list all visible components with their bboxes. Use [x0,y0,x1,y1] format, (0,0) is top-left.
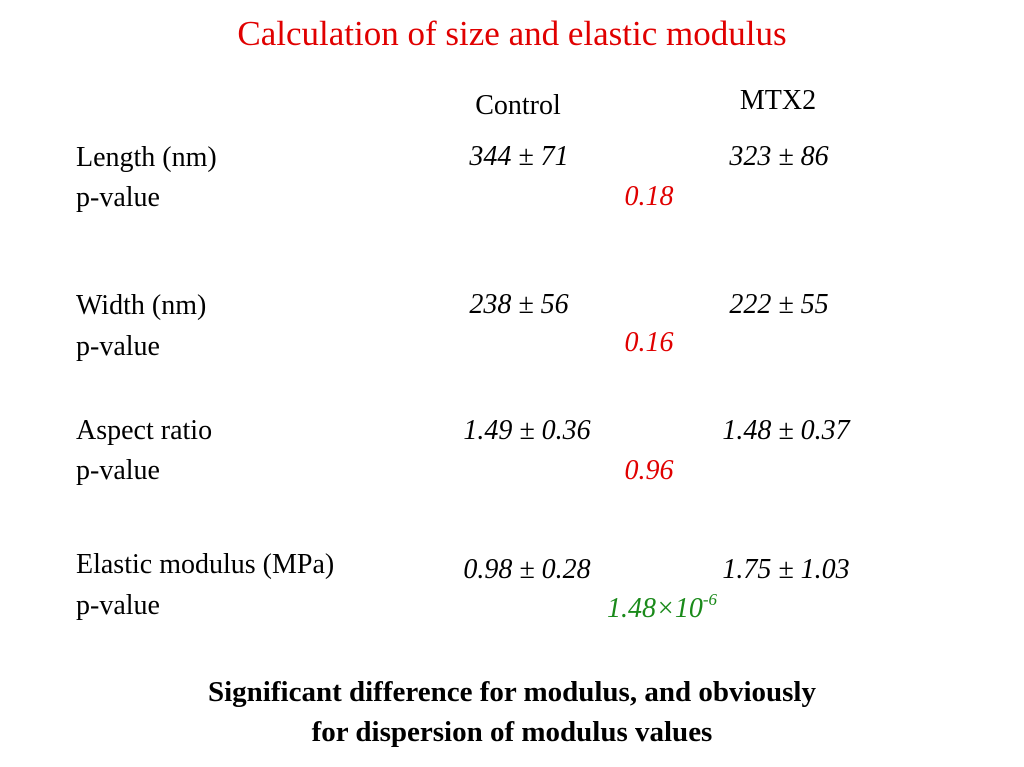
p-value-aspect-ratio: 0.96 [624,455,674,486]
slide-title: Calculation of size and elastic modulus [237,14,787,53]
p-value-mantissa: 1.48×10 [606,593,703,624]
p-label-aspect-ratio: p-value [76,455,160,486]
row-label-elastic-modulus: Elastic modulus (MPa) [76,549,335,580]
control-length: 344 ± 71 [469,141,569,172]
conclusion: Significant difference for modulus, and … [0,672,1024,752]
mtx2-aspect-ratio: 1.48 ± 0.37 [722,415,850,446]
row-label-length: Length (nm) [76,142,217,173]
row-label-aspect-ratio: Aspect ratio [76,415,213,446]
p-value-elastic-modulus: 1.48×10-6 [606,590,718,626]
conclusion-line-2: for dispersion of modulus values [311,716,713,748]
column-header-control: Control [475,90,561,121]
p-label-width: p-value [76,331,160,362]
mtx2-length: 323 ± 86 [729,141,829,172]
p-value-width: 0.16 [624,327,674,358]
p-label-elastic-modulus: p-value [76,590,160,621]
control-width: 238 ± 56 [469,289,569,320]
p-label-length: p-value [76,182,160,213]
control-elastic-modulus: 0.98 ± 0.28 [463,554,591,585]
control-aspect-ratio: 1.49 ± 0.36 [463,415,591,446]
p-value-length: 0.18 [624,181,674,212]
p-value-exponent: -6 [702,590,718,609]
column-header-mtx2: MTX2 [739,85,817,116]
row-label-width: Width (nm) [76,290,207,321]
mtx2-width: 222 ± 55 [729,289,829,320]
mtx2-elastic-modulus: 1.75 ± 1.03 [722,554,850,585]
conclusion-line-1: Significant difference for modulus, and … [207,676,816,708]
